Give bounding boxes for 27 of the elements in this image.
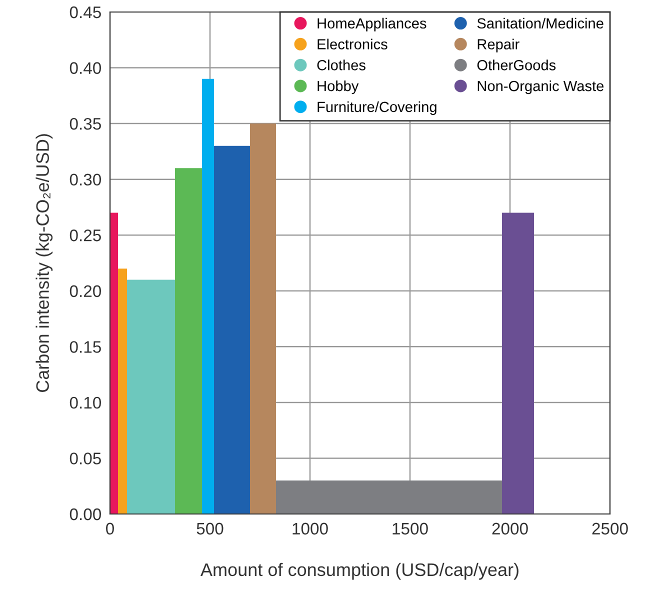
y-tick-label: 0.00 (70, 508, 102, 520)
legend-label: Repair (478, 38, 520, 52)
legend-label: HomeAppliances (318, 18, 426, 32)
x-tick-label: 2500 (592, 522, 628, 535)
y-tick-label: 0.30 (70, 174, 102, 186)
x-tick-label: 500 (196, 522, 224, 535)
x-tick-label: 0 (106, 522, 114, 535)
legend-label: Clothes (317, 60, 366, 70)
x-tick-label: 2000 (492, 522, 528, 535)
x-tick-label: 1000 (292, 522, 328, 535)
y-tick-label: 0.45 (70, 6, 101, 18)
legend-label: Sanitation/Medicine (477, 18, 604, 29)
legend-label: Non-Organic Waste (478, 80, 604, 94)
x-axis-title: Amount of consumption (USD/cap/year) (200, 562, 518, 580)
y-tick-label: 0.15 (70, 341, 101, 353)
y-tick-label: 0.05 (70, 452, 101, 464)
y-axis-title: Carbon intensity (kg-CO₂e/USD) (36, 134, 53, 392)
legend-label: Hobby (318, 80, 359, 94)
legend-label: Electronics (318, 38, 388, 50)
y-tick-label: 0.10 (70, 396, 102, 409)
y-tick-label: 0.20 (70, 285, 102, 298)
legend-label: Furniture/Covering (318, 101, 436, 115)
y-tick-label: 0.40 (70, 62, 102, 74)
legend-label: OtherGoods (477, 60, 556, 70)
x-tick-label: 1500 (392, 522, 428, 535)
y-tick-label: 0.25 (70, 230, 101, 242)
y-tick-label: 0.35 (70, 118, 101, 130)
